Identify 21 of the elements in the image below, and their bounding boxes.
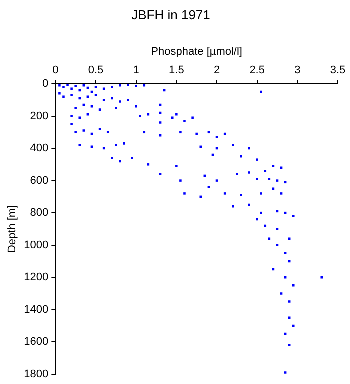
y-tick-label: 800 [30, 207, 49, 220]
y-tick-label: 1400 [24, 304, 49, 316]
x-tick-label: 0.5 [88, 64, 104, 76]
chart-title: JBFH in 1971 [132, 7, 210, 22]
y-tick-label: 1800 [24, 368, 49, 380]
y-tick-label: 0 [42, 78, 49, 90]
x-tick-label: 1.5 [169, 64, 184, 76]
x-tick-label: 3 [294, 64, 301, 76]
y-tick-label: 1600 [24, 336, 49, 348]
y-tick-label: 1200 [24, 272, 49, 284]
x-tick-label: 2.5 [250, 64, 265, 76]
x-tick-label: 0 [52, 64, 59, 76]
y-tick-label: 200 [30, 110, 49, 122]
x-tick-label: 2 [214, 64, 220, 76]
y-axis-title: Depth [m] [6, 205, 19, 254]
y-tick-label: 600 [30, 174, 49, 187]
y-tick-label: 400 [30, 142, 49, 155]
y-tick-label: 1000 [24, 239, 49, 252]
x-tick-label: 3.5 [330, 64, 346, 76]
x-tick-label: 1 [133, 64, 140, 76]
x-axis-title: Phosphate [µmol/l] [151, 46, 243, 58]
